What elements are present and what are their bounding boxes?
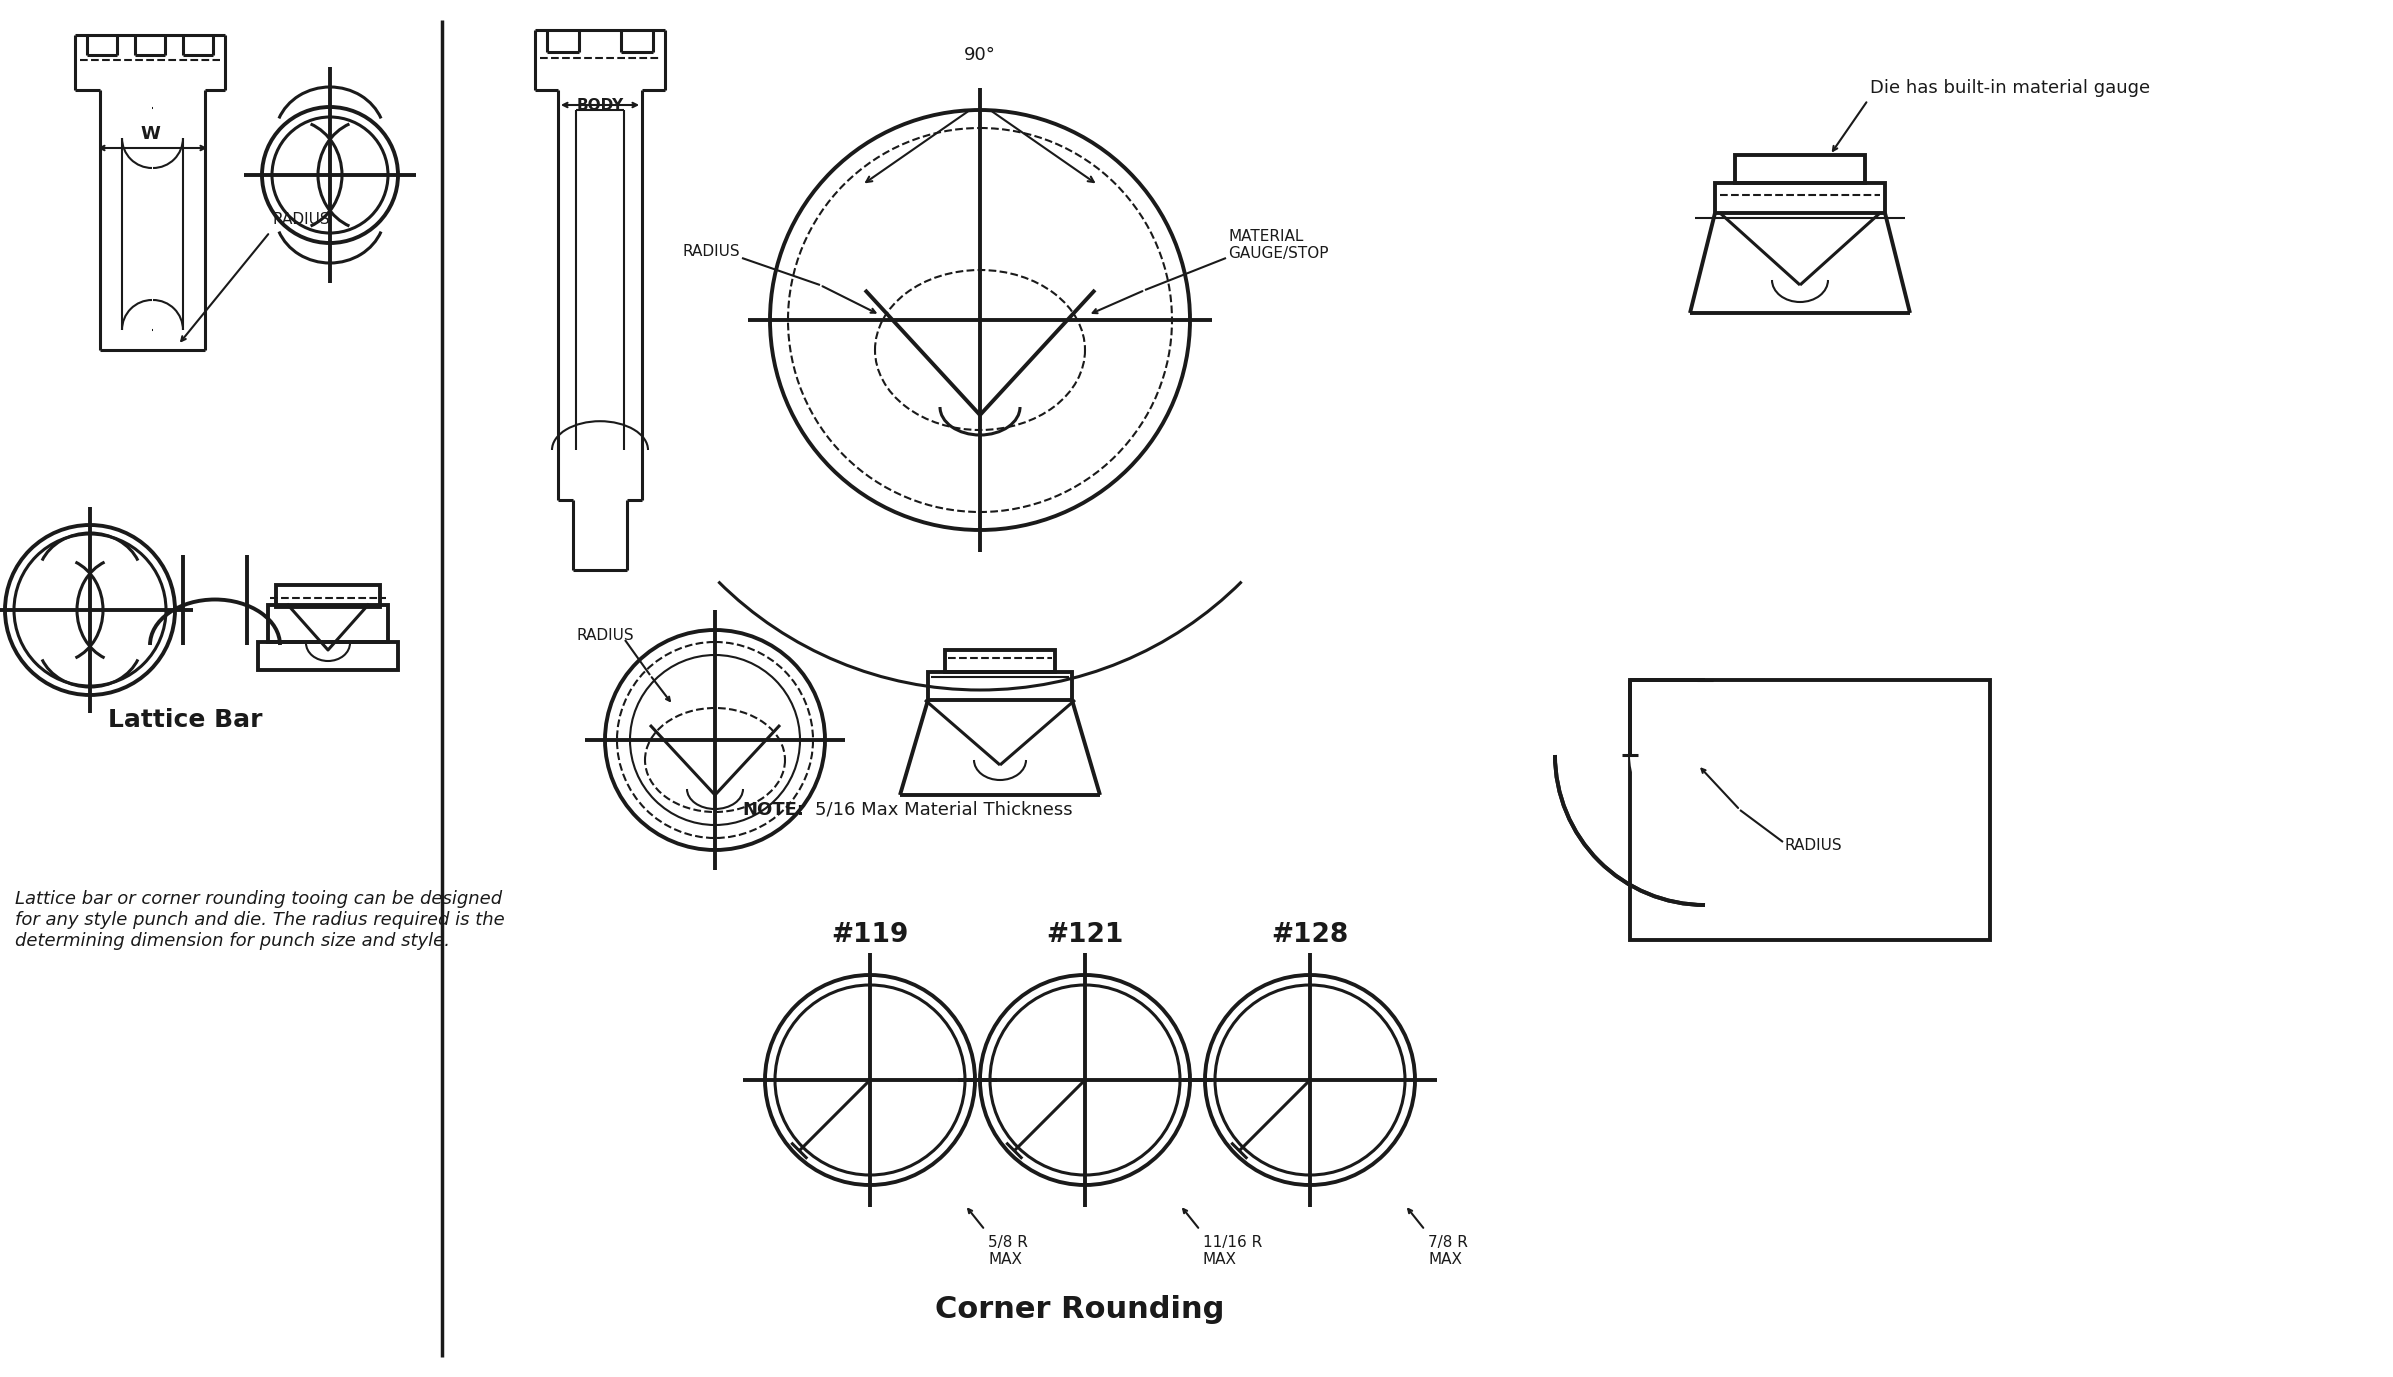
Bar (1716, 183, 1886, 213)
Text: W: W (141, 125, 160, 143)
Bar (928, 672, 1072, 700)
Text: 7/8 R
MAX: 7/8 R MAX (1429, 1235, 1467, 1267)
Text: BODY: BODY (577, 98, 625, 113)
Text: RADIUS: RADIUS (273, 212, 330, 227)
Bar (268, 605, 388, 642)
Text: RADIUS: RADIUS (682, 245, 739, 259)
Text: 5/8 R
MAX: 5/8 R MAX (988, 1235, 1029, 1267)
Text: Die has built-in material gauge: Die has built-in material gauge (1869, 78, 2151, 96)
Wedge shape (1630, 755, 1704, 830)
Text: NOTE:: NOTE: (742, 801, 804, 819)
Text: Lattice Bar: Lattice Bar (108, 708, 263, 733)
Text: 90°: 90° (964, 45, 995, 63)
Bar (945, 650, 1055, 672)
Bar (275, 585, 380, 607)
Text: Lattice bar or corner rounding tooing can be designed
for any style punch and di: Lattice bar or corner rounding tooing ca… (14, 890, 505, 950)
Text: RADIUS: RADIUS (577, 628, 634, 643)
Bar (1735, 156, 1864, 183)
Text: 5/16 Max Material Thickness: 5/16 Max Material Thickness (816, 801, 1072, 819)
Text: Corner Rounding: Corner Rounding (936, 1296, 1225, 1325)
Text: RADIUS: RADIUS (1785, 837, 1843, 852)
Text: MATERIAL
GAUGE/STOP: MATERIAL GAUGE/STOP (1228, 229, 1328, 262)
Text: 11/16 R
MAX: 11/16 R MAX (1204, 1235, 1261, 1267)
Bar (1630, 680, 1991, 940)
Text: #119: #119 (830, 923, 909, 947)
Bar (258, 642, 397, 671)
Text: #128: #128 (1271, 923, 1350, 947)
Text: #121: #121 (1046, 923, 1125, 947)
